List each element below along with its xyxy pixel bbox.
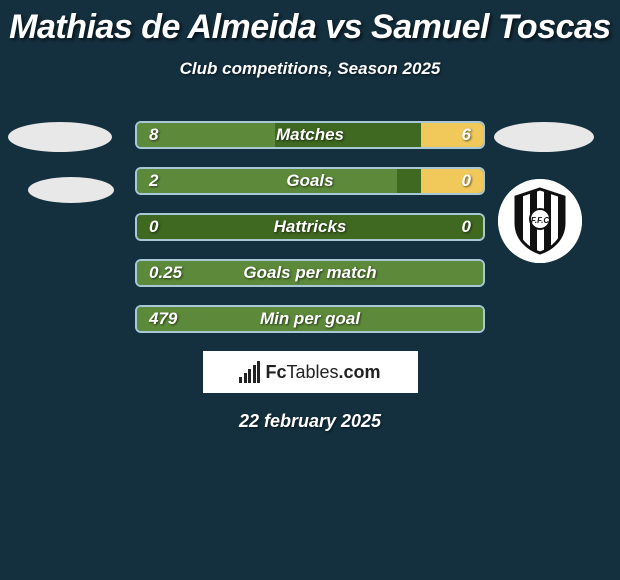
right-club-logo: F.F.C <box>498 179 582 263</box>
stat-value-left: 479 <box>149 309 177 329</box>
stat-label: Goals <box>286 171 333 191</box>
stat-label: Hattricks <box>274 217 347 237</box>
stat-value-left: 0.25 <box>149 263 182 283</box>
stat-row: Hattricks 0 0 <box>135 213 485 241</box>
stat-bars: Matches 8 6 Goals 2 0 Hattricks 0 0 Goals per mat… <box>135 121 485 333</box>
stat-value-right: 0 <box>462 171 471 191</box>
player-right-ellipse <box>494 122 594 152</box>
bar-chart-icon <box>239 361 261 383</box>
stat-value-right: 6 <box>462 125 471 145</box>
svg-text:F.F.C: F.F.C <box>531 216 549 225</box>
date-label: 22 february 2025 <box>0 411 620 432</box>
brand-text: FcTables.com <box>265 362 380 383</box>
shield-striped-icon: F.F.C <box>498 179 582 263</box>
stat-value-left: 2 <box>149 171 158 191</box>
stat-row: Matches 8 6 <box>135 121 485 149</box>
player-left-ellipse-2 <box>28 177 114 203</box>
stat-bar-right <box>421 123 483 147</box>
brand-main: Tables <box>286 362 338 382</box>
stat-value-left: 0 <box>149 217 158 237</box>
page-title: Mathias de Almeida vs Samuel Toscas <box>0 0 620 47</box>
stat-row: Goals per match 0.25 <box>135 259 485 287</box>
brand-attribution[interactable]: FcTables.com <box>203 351 418 393</box>
stat-label: Matches <box>276 125 344 145</box>
stat-value-right: 0 <box>462 217 471 237</box>
brand-prefix: Fc <box>265 362 286 382</box>
stat-label: Min per goal <box>260 309 360 329</box>
stat-row: Goals 2 0 <box>135 167 485 195</box>
stat-label: Goals per match <box>243 263 376 283</box>
brand-suffix: .com <box>339 362 381 382</box>
stat-bar-left <box>137 169 397 193</box>
player-left-ellipse-1 <box>8 122 112 152</box>
subtitle: Club competitions, Season 2025 <box>0 59 620 79</box>
stat-bar-center <box>397 169 421 193</box>
stat-value-left: 8 <box>149 125 158 145</box>
stat-row: Min per goal 479 <box>135 305 485 333</box>
stat-bar-right <box>421 169 483 193</box>
h2h-widget: Mathias de Almeida vs Samuel Toscas Club… <box>0 0 620 580</box>
